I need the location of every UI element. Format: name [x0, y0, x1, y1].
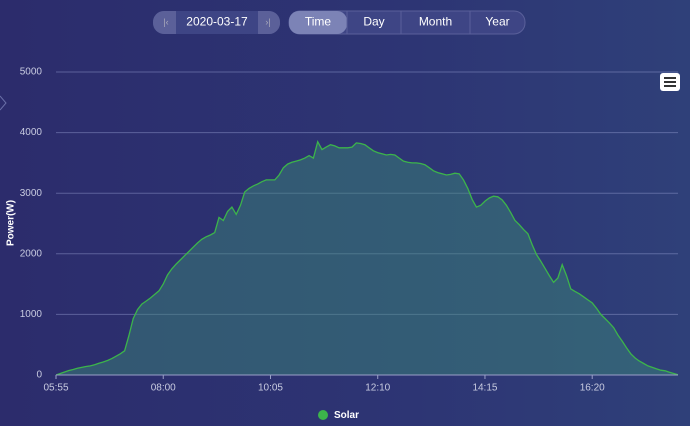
prev-day[interactable] — [152, 10, 176, 34]
tab[interactable]: Day — [363, 15, 384, 29]
tab[interactable]: Time — [305, 15, 332, 29]
area-fill — [56, 141, 678, 375]
legend-marker[interactable] — [318, 410, 328, 420]
tab[interactable]: Month — [419, 15, 452, 29]
x-tick-label: 08:00 — [151, 383, 176, 394]
x-tick-label: 05:55 — [43, 383, 68, 394]
x-tick-label: 16:20 — [580, 383, 605, 394]
date-picker — [153, 11, 280, 34]
y-tick-label: 3000 — [20, 188, 43, 199]
tab-selected — [289, 11, 347, 34]
x-tick-label: 14:15 — [472, 383, 497, 394]
menu-icon — [664, 77, 676, 87]
prev-icon: |‹ — [163, 17, 168, 27]
y-tick-label: 2000 — [20, 248, 43, 259]
date-label[interactable]: 2020-03-17 — [186, 15, 248, 29]
side-arrow[interactable] — [0, 95, 7, 111]
y-axis-title: Power(W) — [6, 200, 17, 246]
series-line — [55, 139, 679, 376]
x-tick-label: 12:10 — [365, 383, 390, 394]
y-tick-label: 0 — [36, 370, 42, 381]
y-tick-label: 4000 — [20, 127, 43, 138]
x-tick-label: 10:05 — [258, 383, 283, 394]
y-tick-label: 1000 — [20, 309, 43, 320]
next-icon: ›| — [265, 17, 270, 27]
tab[interactable]: Year — [485, 15, 509, 29]
legend-label[interactable]: Solar — [334, 410, 359, 421]
next-day[interactable] — [258, 11, 281, 35]
y-tick-label: 5000 — [20, 67, 43, 78]
